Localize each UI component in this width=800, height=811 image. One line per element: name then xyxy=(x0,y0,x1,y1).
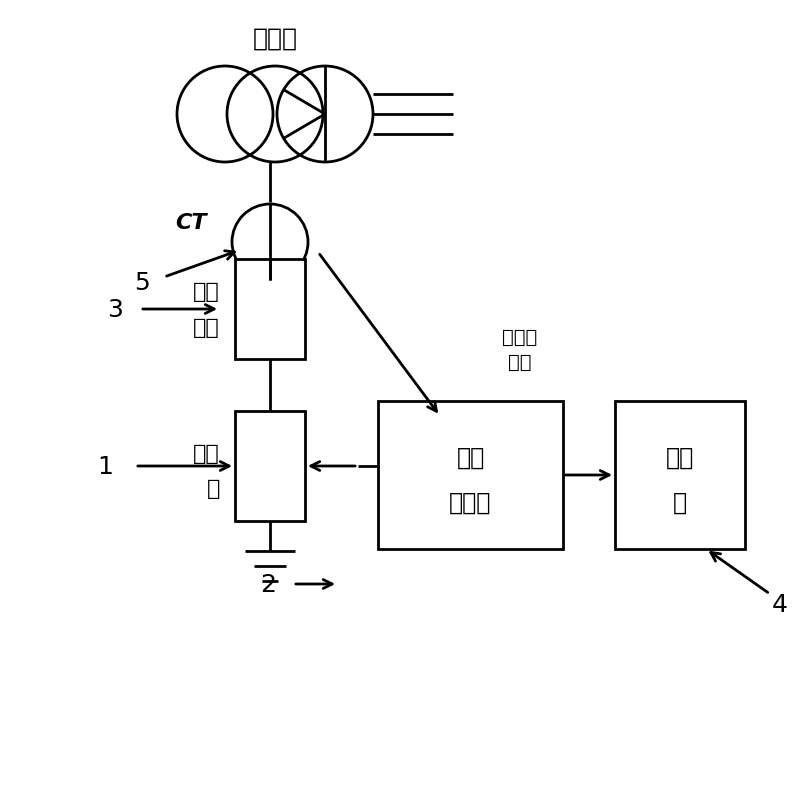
Text: 电阵: 电阵 xyxy=(194,318,220,337)
Text: 2: 2 xyxy=(260,573,276,596)
Text: 器: 器 xyxy=(673,490,687,514)
Text: 采集: 采集 xyxy=(666,446,694,470)
Text: 可控: 可控 xyxy=(194,444,220,463)
Bar xyxy=(615,401,745,549)
Text: 1: 1 xyxy=(97,454,113,478)
Text: 阻尼: 阻尼 xyxy=(194,281,220,302)
Text: 3: 3 xyxy=(107,298,123,322)
Text: CT: CT xyxy=(175,212,207,233)
Bar xyxy=(235,411,305,521)
Text: 4: 4 xyxy=(772,592,788,616)
Text: 探测器: 探测器 xyxy=(450,490,492,514)
Text: 变压器: 变压器 xyxy=(253,27,298,51)
Bar xyxy=(378,401,563,549)
Text: 硅: 硅 xyxy=(206,478,220,499)
Text: 中性点: 中性点 xyxy=(502,327,538,346)
Text: 谐振: 谐振 xyxy=(456,446,485,470)
Bar xyxy=(235,260,305,359)
Text: 5: 5 xyxy=(134,271,150,294)
Text: 电流: 电流 xyxy=(508,352,532,371)
